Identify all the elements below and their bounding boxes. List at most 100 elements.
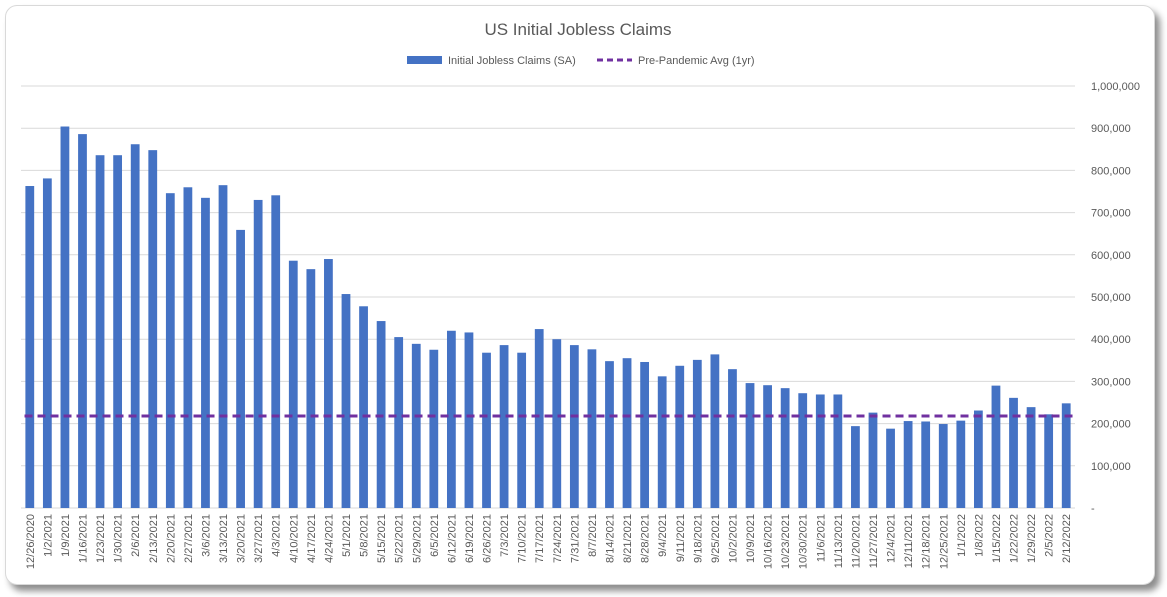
x-tick-label: 10/16/2021 [763, 514, 775, 569]
x-axis: 12/26/2020 1/2/2021 1/9/2021 1/16/2021 1/23/… [25, 514, 1073, 569]
bar [956, 420, 966, 508]
bar [587, 349, 597, 508]
y-tick-label: 300,000 [1091, 376, 1131, 388]
bar [359, 306, 368, 508]
bar [236, 229, 245, 509]
bar [324, 259, 333, 508]
bar [1061, 403, 1071, 508]
x-tick-label: 1/1/2022 [956, 514, 968, 557]
bar [657, 376, 667, 508]
y-tick-label: 800,000 [1091, 165, 1131, 177]
bar [60, 126, 70, 509]
bar [815, 394, 825, 508]
x-tick-label: 7/31/2021 [569, 514, 581, 563]
x-tick-label: 9/25/2021 [710, 514, 722, 563]
x-tick-label: 5/8/2021 [359, 514, 371, 557]
bar [201, 197, 210, 508]
y-tick-label: 100,000 [1091, 461, 1131, 473]
bar [95, 155, 105, 508]
bar [763, 385, 772, 508]
x-tick-label: 3/6/2021 [200, 514, 212, 557]
x-tick-label: 10/2/2021 [727, 514, 739, 563]
x-tick-label: 6/5/2021 [429, 514, 441, 557]
bar [517, 352, 527, 508]
bar [851, 426, 860, 508]
x-tick-label: 1/8/2022 [973, 514, 985, 557]
bars [25, 126, 1071, 509]
x-tick-label: 7/3/2021 [499, 514, 511, 557]
y-tick-label: 600,000 [1091, 250, 1131, 262]
bar [218, 185, 228, 509]
y-tick-label: 200,000 [1091, 419, 1131, 431]
x-tick-label: 1/23/2021 [95, 514, 107, 563]
bar [1044, 414, 1054, 508]
x-tick-label: 6/19/2021 [464, 514, 476, 563]
x-tick-label: 2/20/2021 [165, 514, 177, 563]
x-tick-label: 11/13/2021 [833, 514, 845, 568]
x-tick-label: 12/18/2021 [921, 514, 933, 569]
x-tick-label: 8/14/2021 [604, 514, 616, 563]
bar [464, 332, 474, 508]
x-tick-label: 11/27/2021 [868, 514, 880, 568]
bar [306, 269, 316, 508]
x-tick-label: 3/20/2021 [236, 514, 248, 563]
bar [728, 369, 737, 508]
bar [394, 337, 404, 508]
bar [552, 339, 562, 508]
x-tick-label: 2/13/2021 [148, 514, 160, 563]
x-tick-label: 11/6/2021 [815, 514, 827, 562]
bar [499, 345, 509, 508]
gridlines [21, 85, 1075, 509]
x-tick-label: 3/27/2021 [253, 514, 265, 563]
bar [1026, 407, 1036, 508]
bar [921, 421, 931, 508]
bar [253, 199, 263, 508]
bar [675, 365, 685, 508]
bar [42, 178, 52, 508]
x-tick-label: 4/3/2021 [271, 514, 283, 557]
bar [165, 193, 175, 509]
bar [429, 349, 439, 508]
x-tick-label: 12/25/2021 [938, 514, 950, 569]
y-tick-label: 1,000,000 [1091, 81, 1140, 93]
bar [411, 343, 421, 508]
legend-label-avg: Pre-Pandemic Avg (1yr) [638, 55, 755, 67]
x-tick-label: 7/24/2021 [552, 514, 564, 563]
bar [710, 354, 720, 508]
bar [938, 424, 948, 508]
x-tick-label: 8/28/2021 [640, 514, 652, 563]
legend: Initial Jobless Claims (SA) Pre-Pandemic… [407, 55, 755, 67]
bar [288, 260, 298, 508]
bar [78, 134, 87, 508]
bar [25, 186, 35, 508]
bar [482, 352, 491, 508]
x-tick-label: 1/22/2022 [1009, 514, 1021, 563]
bar [886, 428, 895, 508]
x-tick-label: 5/22/2021 [394, 514, 406, 563]
bar [640, 361, 650, 508]
x-tick-label: 9/4/2021 [657, 514, 669, 557]
bar [271, 195, 281, 508]
bar [341, 294, 351, 508]
bar [973, 410, 983, 508]
y-tick-label: 400,000 [1091, 334, 1131, 346]
x-tick-label: 10/30/2021 [798, 514, 810, 569]
x-tick-label: 5/15/2021 [376, 514, 388, 563]
x-tick-label: 11/20/2021 [850, 514, 862, 568]
x-tick-label: 10/9/2021 [745, 514, 757, 563]
bar [569, 345, 579, 508]
bar [183, 187, 193, 508]
y-tick-label: 700,000 [1091, 208, 1131, 220]
bar [113, 155, 123, 508]
x-tick-label: 7/10/2021 [517, 514, 529, 563]
x-tick-label: 12/11/2021 [903, 514, 915, 568]
bar [446, 330, 456, 508]
bar [1009, 397, 1018, 508]
x-tick-label: 6/12/2021 [446, 514, 458, 563]
legend-swatch-claims [407, 56, 442, 64]
bar [534, 329, 544, 508]
x-tick-label: 2/12/2022 [1061, 514, 1073, 563]
x-tick-label: 5/1/2021 [341, 514, 353, 557]
bar [991, 385, 1001, 508]
